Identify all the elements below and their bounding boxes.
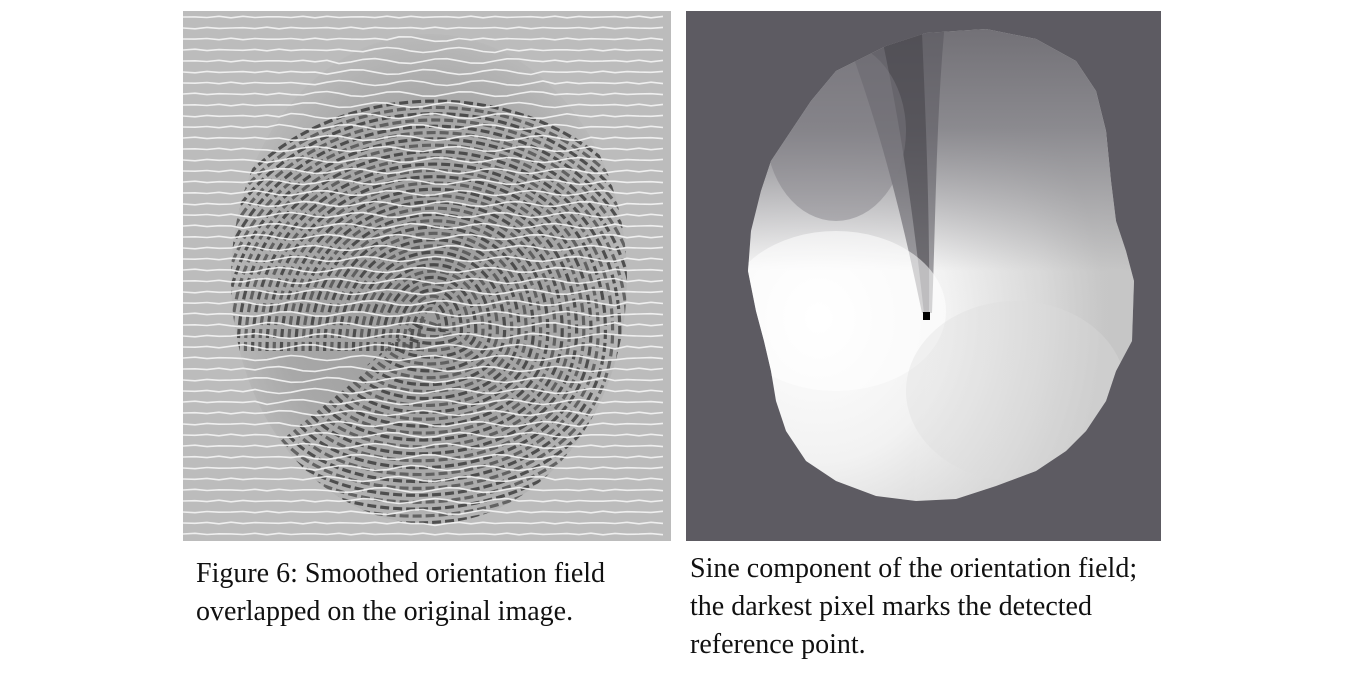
figure-caption-right: Sine component of the orientation field;… [690,553,1138,660]
figure-caption-left: Figure 6: Smoothed orientation field ove… [196,558,606,627]
reference-point-marker [923,312,930,320]
fingerprint-svg [183,11,671,541]
sine-component-svg [686,11,1161,541]
sine-component-orientation-image [686,11,1161,541]
fingerprint-orientation-overlay-image [183,11,671,541]
